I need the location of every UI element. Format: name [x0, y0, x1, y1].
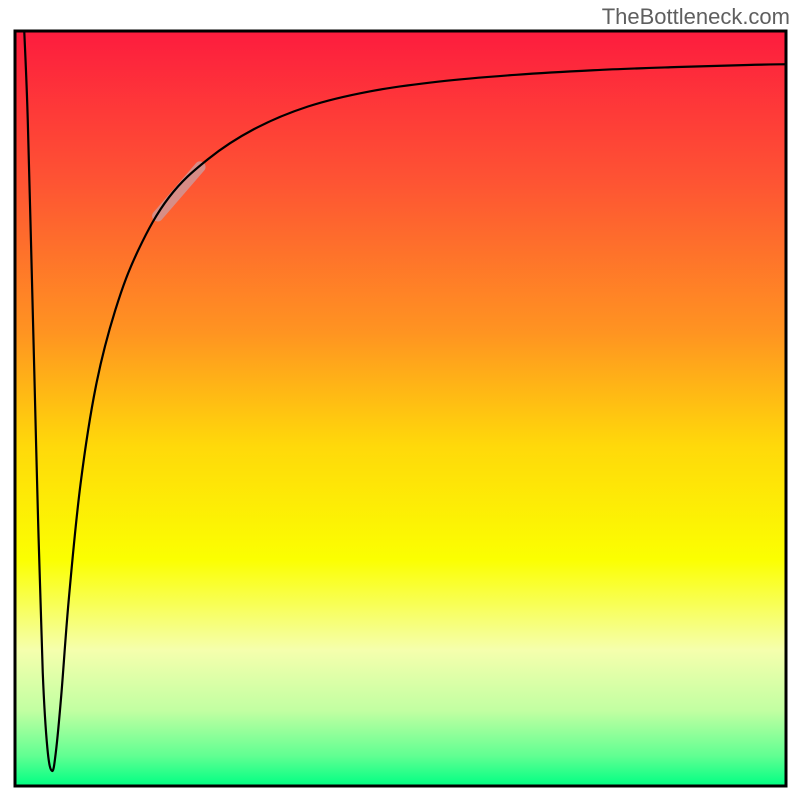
- chart-container: TheBottleneck.com: [0, 0, 800, 800]
- plot-background: [15, 31, 786, 786]
- bottleneck-curve-chart: [0, 0, 800, 800]
- plot-area: [15, 31, 786, 786]
- watermark-text: TheBottleneck.com: [602, 4, 790, 30]
